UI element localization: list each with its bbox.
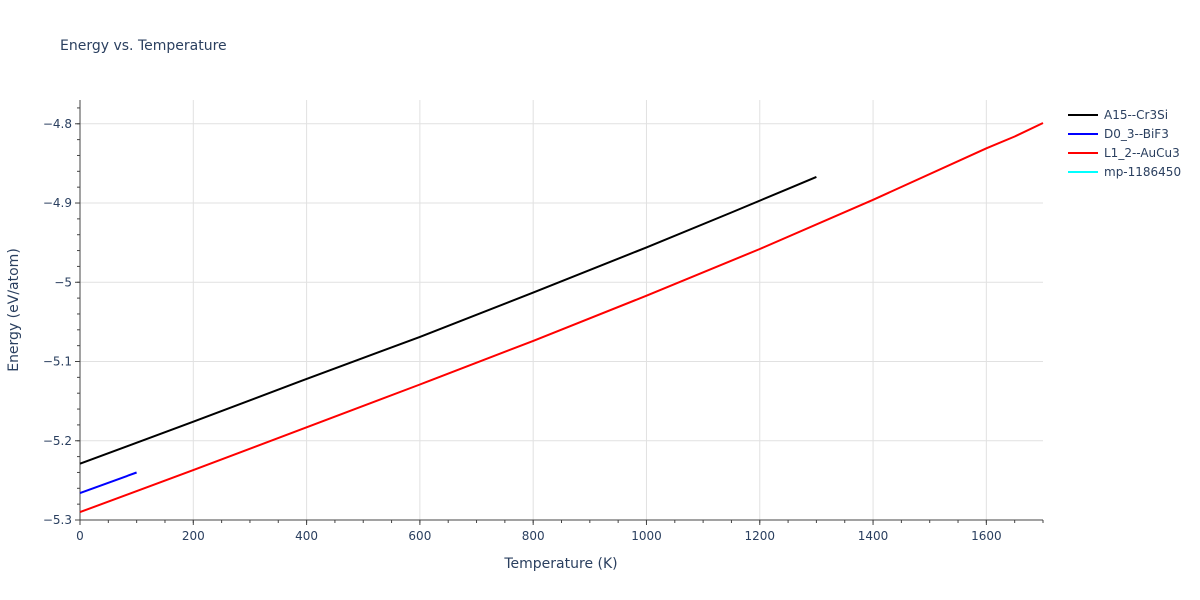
legend-label-a15-cr3si[interactable]: A15--Cr3Si [1104,108,1168,122]
y-tick-label: −5.1 [43,355,72,369]
y-tick-label: −4.9 [43,196,72,210]
x-axis-title: Temperature (K) [503,556,617,572]
x-tick-label: 1000 [631,529,662,543]
chart-title: Energy vs. Temperature [60,38,227,54]
series-line-a15-cr3si [79,175,817,465]
plot-area [80,100,1043,520]
y-tick-label: −5 [54,275,72,289]
y-axis-title: Energy (eV/atom) [6,248,22,372]
x-tick-label: 1200 [744,529,775,543]
legend-label-mp-1186450[interactable]: mp-1186450 [1104,165,1181,179]
axis-layer: 0 200 400 600 800 1000 1200 1400 1600 −5.3 −5.2 −5.… [43,100,1044,543]
series-layer [79,122,1044,514]
x-tick-label: 0 [76,529,84,543]
x-tick-label: 1600 [971,529,1002,543]
y-tick-label: −4.8 [43,117,72,131]
legend-label-l1-2-aucu3[interactable]: L1_2--AuCu3 [1104,146,1180,160]
x-tick-label: 200 [182,529,205,543]
legend-label-d0-3-bif3[interactable]: D0_3--BiF3 [1104,127,1169,141]
grid-layer [80,100,1043,521]
series-line-l1-2-aucu3 [79,122,1044,514]
x-tick-label: 800 [522,529,545,543]
series-line-d0-3-bif3 [79,471,137,495]
legend: A15--Cr3Si D0_3--BiF3 L1_2--AuCu3 mp-118645… [1068,108,1181,179]
y-tick-label: −5.3 [43,513,72,527]
y-tick-label: −5.2 [43,434,72,448]
x-tick-label: 1400 [858,529,889,543]
x-tick-label: 600 [408,529,431,543]
x-tick-label: 400 [295,529,318,543]
